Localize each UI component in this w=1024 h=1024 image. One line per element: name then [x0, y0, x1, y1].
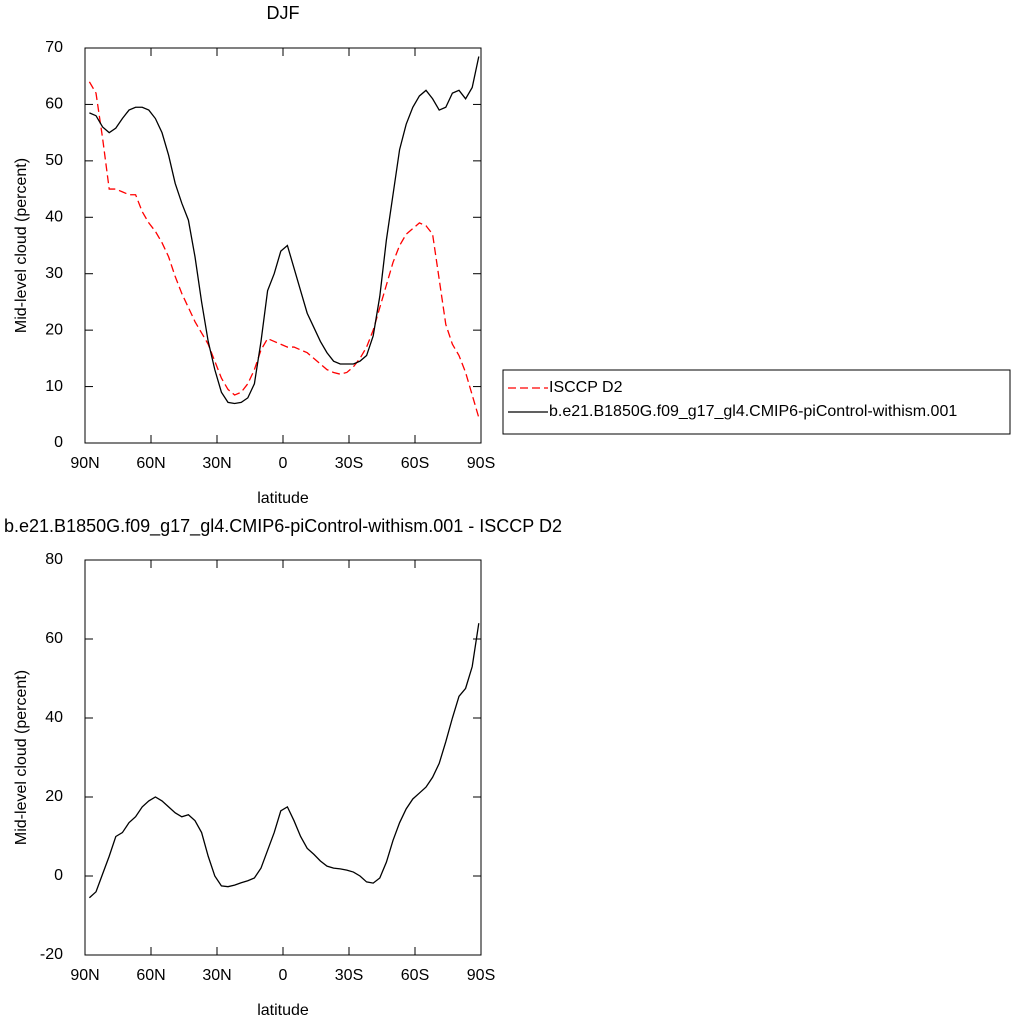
x-tick-label: 60N [136, 967, 165, 984]
x-tick-label: 0 [279, 455, 288, 472]
data-line [88, 623, 480, 899]
x-tick-label: 30S [335, 967, 363, 984]
y-tick-label: 40 [45, 709, 63, 726]
x-tick-label: 0 [279, 967, 288, 984]
x-tick-label: 30S [335, 455, 363, 472]
y-tick-label: 0 [54, 434, 63, 451]
x-tick-label: 60S [401, 967, 429, 984]
x-tick-label: 90S [467, 967, 495, 984]
x-tick-label: 30N [202, 967, 231, 984]
data-line [89, 56, 480, 405]
chart-title: DJF [267, 3, 300, 23]
y-tick-label: 40 [45, 209, 63, 226]
y-tick-label: 80 [45, 551, 63, 568]
y-tick-label: 20 [45, 788, 63, 805]
x-tick-label: 60N [136, 455, 165, 472]
plot-frame [84, 559, 482, 956]
y-tick-label: 0 [54, 867, 63, 884]
x-tick-label: 90S [467, 455, 495, 472]
y-tick-label: 30 [45, 265, 63, 282]
x-tick-label: 90N [70, 455, 99, 472]
y-tick-label: 70 [45, 39, 63, 56]
y-tick-label: 60 [45, 96, 63, 113]
y-tick-label: 60 [45, 630, 63, 647]
legend-box [502, 369, 1011, 435]
y-tick-label: 10 [45, 378, 63, 395]
plot-frame [84, 47, 482, 444]
y-tick-label: 20 [45, 321, 63, 338]
x-tick-label: 30N [202, 455, 231, 472]
y-tick-label: -20 [40, 946, 63, 963]
chart-title: b.e21.B1850G.f09_g17_gl4.CMIP6-piControl… [4, 516, 562, 537]
data-line [88, 81, 480, 418]
y-tick-label: 50 [45, 152, 63, 169]
y-axis-label: Mid-level cloud (percent) [13, 158, 30, 333]
legend-label: ISCCP D2 [549, 379, 623, 396]
x-tick-label: 60S [401, 455, 429, 472]
x-axis-label: latitude [257, 490, 309, 507]
x-tick-label: 90N [70, 967, 99, 984]
legend-label: b.e21.B1850G.f09_g17_gl4.CMIP6-piControl… [549, 403, 957, 420]
x-axis-label: latitude [257, 1002, 309, 1019]
y-axis-label: Mid-level cloud (percent) [13, 670, 30, 845]
